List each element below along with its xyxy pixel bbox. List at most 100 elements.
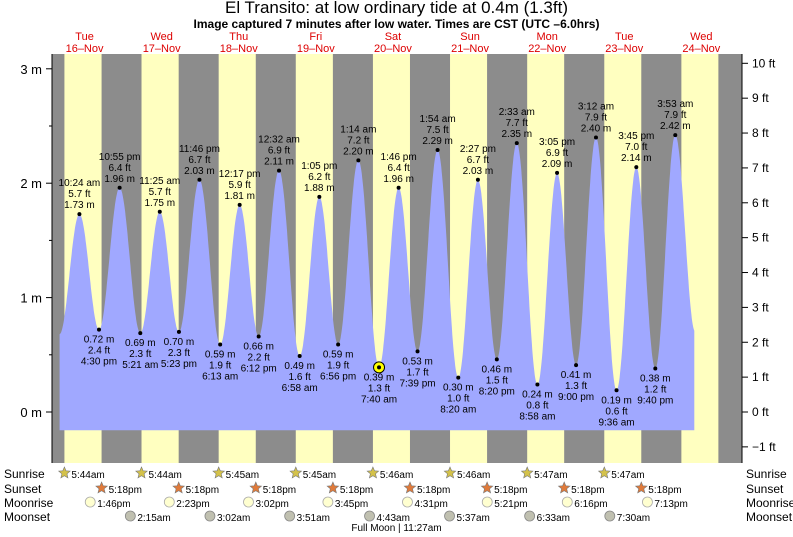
- moonrise-time: 2:23pm: [176, 499, 209, 510]
- sunset-icon: [326, 481, 340, 494]
- tide-point: [176, 329, 181, 334]
- tide-point: [514, 141, 519, 146]
- day-label-dow: Wed: [690, 31, 712, 43]
- sunrise-time: 5:45am: [226, 470, 259, 481]
- tide-point: [673, 133, 678, 138]
- moonrise-icon: [84, 496, 96, 508]
- moonrise-icon: [163, 496, 175, 508]
- low-tide-ft: 2.3 ft: [129, 349, 151, 360]
- tide-point: [138, 331, 143, 336]
- sunset-icon: [249, 481, 263, 494]
- low-tide-time: 7:39 pm: [399, 378, 435, 389]
- day-label-dow: Sun: [460, 31, 480, 43]
- tide-point: [237, 202, 242, 207]
- sunrise-time: 5:47am: [611, 470, 644, 481]
- low-tide-m: 0.24 m: [522, 390, 553, 401]
- low-tide-m: 0.59 m: [323, 350, 354, 361]
- sunrise-icon: [289, 466, 303, 479]
- moonset-time: 4:43am: [377, 513, 410, 524]
- day-label-dow: Fri: [309, 31, 322, 43]
- low-tide-ft: 1.9 ft: [209, 361, 231, 372]
- tide-point: [256, 334, 261, 339]
- day-label-date: 24–Nov: [682, 43, 720, 55]
- right-tick-label: 9 ft: [752, 91, 769, 105]
- moonset-time: 2:15am: [137, 513, 170, 524]
- low-tide-ft: 1.3 ft: [565, 381, 587, 392]
- tide-point: [317, 194, 322, 199]
- sunrise-time: 5:46am: [380, 470, 413, 481]
- day-label-dow: Thu: [229, 31, 248, 43]
- sunset-time: 5:18pm: [571, 485, 604, 496]
- high-tide-time: 3:45 pm: [618, 131, 654, 142]
- tide-point: [456, 375, 461, 380]
- tide-point: [653, 366, 658, 371]
- low-tide-m: 0.53 m: [402, 356, 433, 367]
- moonrise-time: 3:02pm: [255, 499, 288, 510]
- sunrise-time: 5:47am: [534, 470, 567, 481]
- high-tide-ft: 5.7 ft: [149, 187, 171, 198]
- sunrise-icon: [57, 466, 71, 479]
- tide-point: [277, 168, 282, 173]
- moonset-icon: [524, 510, 536, 522]
- high-tide-ft: 7.9 ft: [664, 110, 686, 121]
- chart-title: El Transito: at low ordinary tide at 0.4…: [225, 0, 568, 17]
- high-tide-m: 2.03 m: [184, 166, 215, 177]
- moonrise-label-left: Moonrise: [4, 496, 54, 510]
- right-tick-label: 1 ft: [752, 370, 769, 384]
- right-tick-label: 5 ft: [752, 231, 769, 245]
- high-tide-m: 1.81 m: [224, 191, 255, 202]
- day-label-dow: Mon: [536, 31, 557, 43]
- sunrise-time: 5:46am: [457, 470, 490, 481]
- right-tick-label: −1 ft: [752, 440, 776, 454]
- low-tide-ft: 1.6 ft: [289, 372, 311, 383]
- moonrise-icon: [642, 496, 653, 508]
- sunset-time: 5:18pm: [186, 485, 219, 496]
- moonrise-time: 1:46pm: [97, 499, 130, 510]
- tide-point: [535, 382, 540, 387]
- moonrise-icon: [481, 496, 493, 508]
- low-tide-ft: 1.3 ft: [368, 383, 390, 394]
- tide-point: [117, 185, 122, 190]
- high-tide-ft: 6.4 ft: [108, 163, 130, 174]
- sunset-label-right: Sunset: [746, 482, 784, 496]
- moonrise-time: 3:45pm: [335, 499, 368, 510]
- low-tide-m: 0.19 m: [601, 395, 632, 406]
- high-tide-time: 3:12 am: [578, 101, 614, 112]
- sunrise-icon: [597, 466, 611, 479]
- moonset-icon: [124, 510, 136, 522]
- sunset-icon: [95, 481, 109, 494]
- high-tide-ft: 6.9 ft: [268, 146, 290, 157]
- high-tide-m: 1.75 m: [144, 198, 175, 209]
- tide-point: [555, 170, 560, 175]
- high-tide-ft: 6.2 ft: [308, 172, 330, 183]
- high-tide-ft: 7.0 ft: [625, 142, 647, 153]
- sunset-icon: [172, 481, 186, 494]
- high-tide-time: 1:14 am: [340, 124, 376, 135]
- high-tide-time: 11:25 am: [139, 176, 180, 187]
- day-label-date: 20–Nov: [374, 43, 412, 55]
- right-tick-label: 8 ft: [752, 126, 769, 140]
- high-tide-m: 2.42 m: [660, 121, 691, 132]
- day-label-dow: Sat: [385, 31, 402, 43]
- high-tide-ft: 6.7 ft: [188, 155, 210, 166]
- low-tide-m: 0.69 m: [125, 338, 156, 349]
- moonset-time: 5:37am: [457, 513, 490, 524]
- right-tick-label: 3 ft: [752, 300, 769, 314]
- low-tide-m: 0.66 m: [243, 341, 274, 352]
- right-tick-label: 10 ft: [752, 56, 776, 70]
- moonset-icon: [204, 510, 216, 522]
- high-tide-m: 2.09 m: [542, 159, 573, 170]
- moonset-label-left: Moonset: [4, 510, 51, 524]
- low-tide-ft: 1.5 ft: [486, 375, 508, 386]
- moonrise-time: 6:16pm: [574, 499, 607, 510]
- day-label-date: 16–Nov: [66, 43, 104, 55]
- low-tide-time: 5:23 pm: [161, 359, 197, 370]
- tide-point: [593, 135, 598, 140]
- moonrise-time: 4:31pm: [414, 499, 447, 510]
- moonrise-icon: [402, 496, 413, 508]
- tide-point: [218, 342, 223, 347]
- right-tick-label: 7 ft: [752, 161, 769, 175]
- moonset-icon: [284, 510, 296, 522]
- day-label-dow: Wed: [150, 31, 172, 43]
- tide-point: [396, 185, 401, 190]
